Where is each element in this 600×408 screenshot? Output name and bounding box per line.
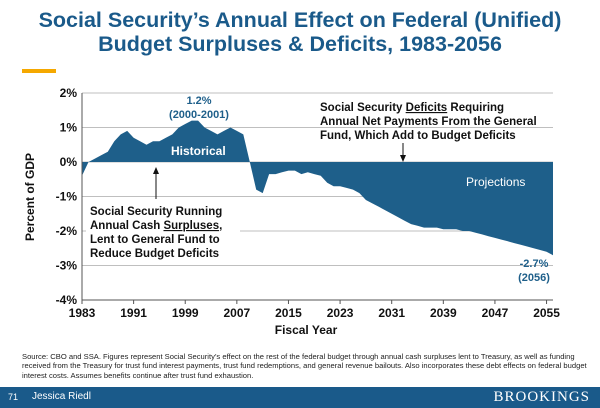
deficit-callout-line-1: Social Security Deficits Requiring — [320, 102, 504, 114]
y-tick-label: -4% — [56, 293, 78, 307]
budget-effect-chart: 2% 1% 0% -1% -2% -3% -4% 1983 1991 1999 2007 2015 2… — [23, 86, 560, 337]
y-tick-label: -3% — [56, 259, 78, 273]
end-value-label: -2.7% — [520, 258, 549, 270]
slide-title: Social Security’s Annual Effect on Feder… — [0, 8, 600, 56]
footer-bar: 71 Jessica Riedl BROOKINGS — [0, 387, 600, 408]
y-tick-label: 0% — [60, 155, 78, 169]
surplus-callout-line-4: Reduce Budget Deficits — [90, 248, 219, 260]
y-tick-labels: 2% 1% 0% -1% -2% -3% -4% — [56, 86, 78, 307]
source-note: Source: CBO and SSA. Figures represent S… — [22, 352, 587, 380]
x-tick-label: 2023 — [327, 306, 354, 320]
x-tick-label: 2039 — [430, 306, 457, 320]
x-axis-label: Fiscal Year — [275, 323, 338, 337]
x-tick-labels: 1983 1991 1999 2007 2015 2023 2031 2039 2047 2055 — [69, 300, 560, 320]
area-series — [82, 120, 553, 256]
page-number: 71 — [8, 392, 19, 402]
surplus-callout-line-2: Annual Cash Surpluses, — [90, 220, 222, 232]
deficit-callout: Social Security Deficits Requiring Annua… — [320, 102, 537, 142]
author-name: Jessica Riedl — [32, 391, 91, 402]
title-line-1: Social Security’s Annual Effect on Feder… — [38, 8, 562, 32]
deficit-callout-line-3: Fund, Which Add to Budget Deficits — [320, 130, 516, 142]
surplus-arrow — [153, 167, 159, 199]
axes — [81, 93, 553, 301]
x-tick-label: 1999 — [172, 306, 199, 320]
y-tick-label: 1% — [60, 121, 78, 135]
deficit-callout-line-2: Annual Net Payments From the General — [320, 116, 537, 128]
x-tick-label: 2015 — [275, 306, 302, 320]
surplus-callout: Social Security Running Annual Cash Surp… — [86, 201, 240, 261]
x-tick-label: 2055 — [533, 306, 560, 320]
y-tick-label: 2% — [60, 86, 78, 100]
surplus-callout-line-1: Social Security Running — [90, 206, 222, 218]
brookings-logo: BROOKINGS — [493, 389, 590, 405]
historical-label: Historical — [171, 144, 226, 158]
surplus-callout-line-3: Lent to General Fund to — [90, 234, 220, 246]
peak-value-label: 1.2% — [186, 95, 211, 107]
peak-years-label: (2000-2001) — [169, 109, 229, 121]
x-tick-label: 2031 — [378, 306, 405, 320]
y-tick-label: -2% — [56, 224, 78, 238]
x-tick-label: 2047 — [482, 306, 509, 320]
mid-value-label: -0.8% — [341, 202, 370, 214]
y-tick-label: -1% — [56, 190, 78, 204]
end-year-label: (2056) — [518, 272, 550, 284]
x-tick-label: 2007 — [223, 306, 250, 320]
x-tick-label: 1983 — [69, 306, 96, 320]
title-line-2: Budget Surpluses & Deficits, 1983-2056 — [98, 32, 502, 56]
mid-year-label: (2026) — [339, 216, 371, 228]
x-tick-label: 1991 — [120, 306, 147, 320]
title-accent-bar — [22, 69, 56, 73]
deficit-arrow — [400, 143, 406, 162]
y-axis-label: Percent of GDP — [23, 153, 37, 241]
projections-label: Projections — [466, 175, 525, 189]
